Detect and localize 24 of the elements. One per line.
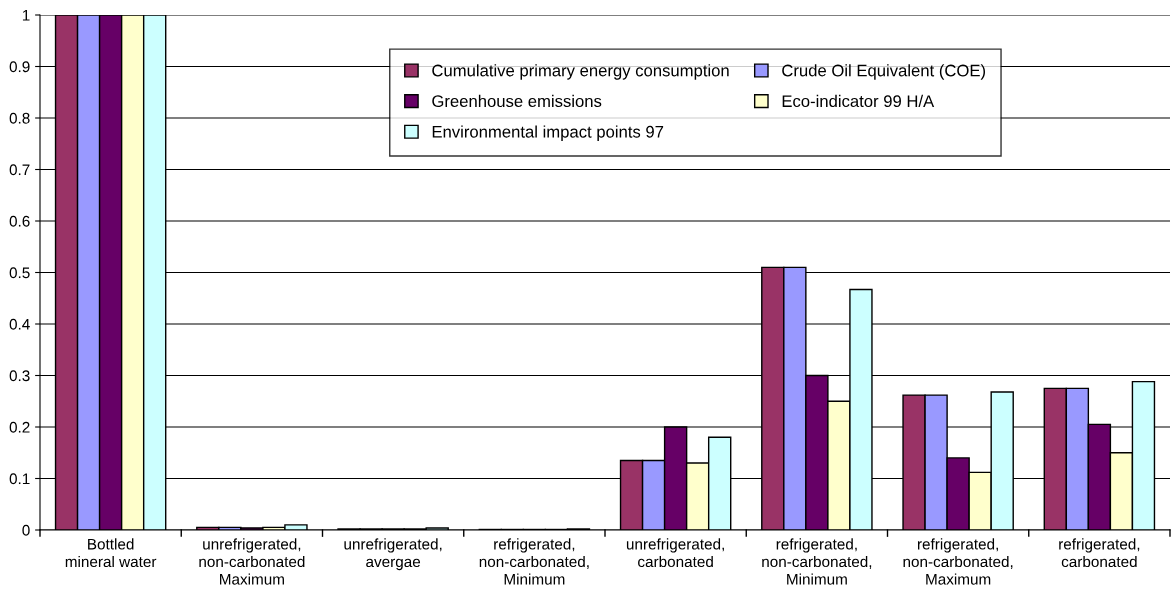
legend-label: Greenhouse emissions bbox=[432, 94, 602, 108]
y-tick-label: 0.2 bbox=[9, 421, 30, 433]
y-tick-label: 0.5 bbox=[9, 267, 30, 279]
legend-label: Cumulative primary energy consumption bbox=[432, 64, 729, 80]
x-tick-label: refrigerated, non-carbonated, Minimum bbox=[762, 538, 872, 585]
x-tick-label: unrefrigerated, non-carbonated Maximum bbox=[199, 538, 305, 585]
y-tick-label: 0.6 bbox=[9, 215, 30, 227]
y-tick-label: 0.7 bbox=[9, 164, 30, 176]
y-tick-label: 0.8 bbox=[9, 112, 30, 124]
x-tick-label: refrigerated, non-carbonated, Minimum bbox=[479, 538, 589, 585]
x-tick-label: refrigerated, carbonated bbox=[1059, 538, 1140, 568]
x-tick-label: Bottled mineral water bbox=[65, 538, 157, 568]
y-tick-label: 0 bbox=[22, 524, 30, 536]
legend-label: Eco-indicator 99 H/A bbox=[782, 94, 935, 108]
y-tick-label: 0.3 bbox=[9, 370, 30, 382]
x-tick-label: refrigerated, non-carbonated, Maximum bbox=[903, 538, 1013, 585]
y-tick-label: 0.9 bbox=[9, 61, 30, 73]
y-tick-label: 1 bbox=[22, 10, 30, 21]
y-tick-label: 0.4 bbox=[9, 318, 30, 330]
legend-label: Crude Oil Equivalent (COE) bbox=[782, 64, 986, 80]
legend-label: Environmental impact points 97 bbox=[432, 125, 664, 141]
y-tick-label: 0.1 bbox=[9, 473, 30, 485]
x-tick-label: unrefrigerated, carbonated bbox=[626, 538, 724, 568]
x-tick-label: unrefrigerated, avergae bbox=[344, 538, 442, 571]
